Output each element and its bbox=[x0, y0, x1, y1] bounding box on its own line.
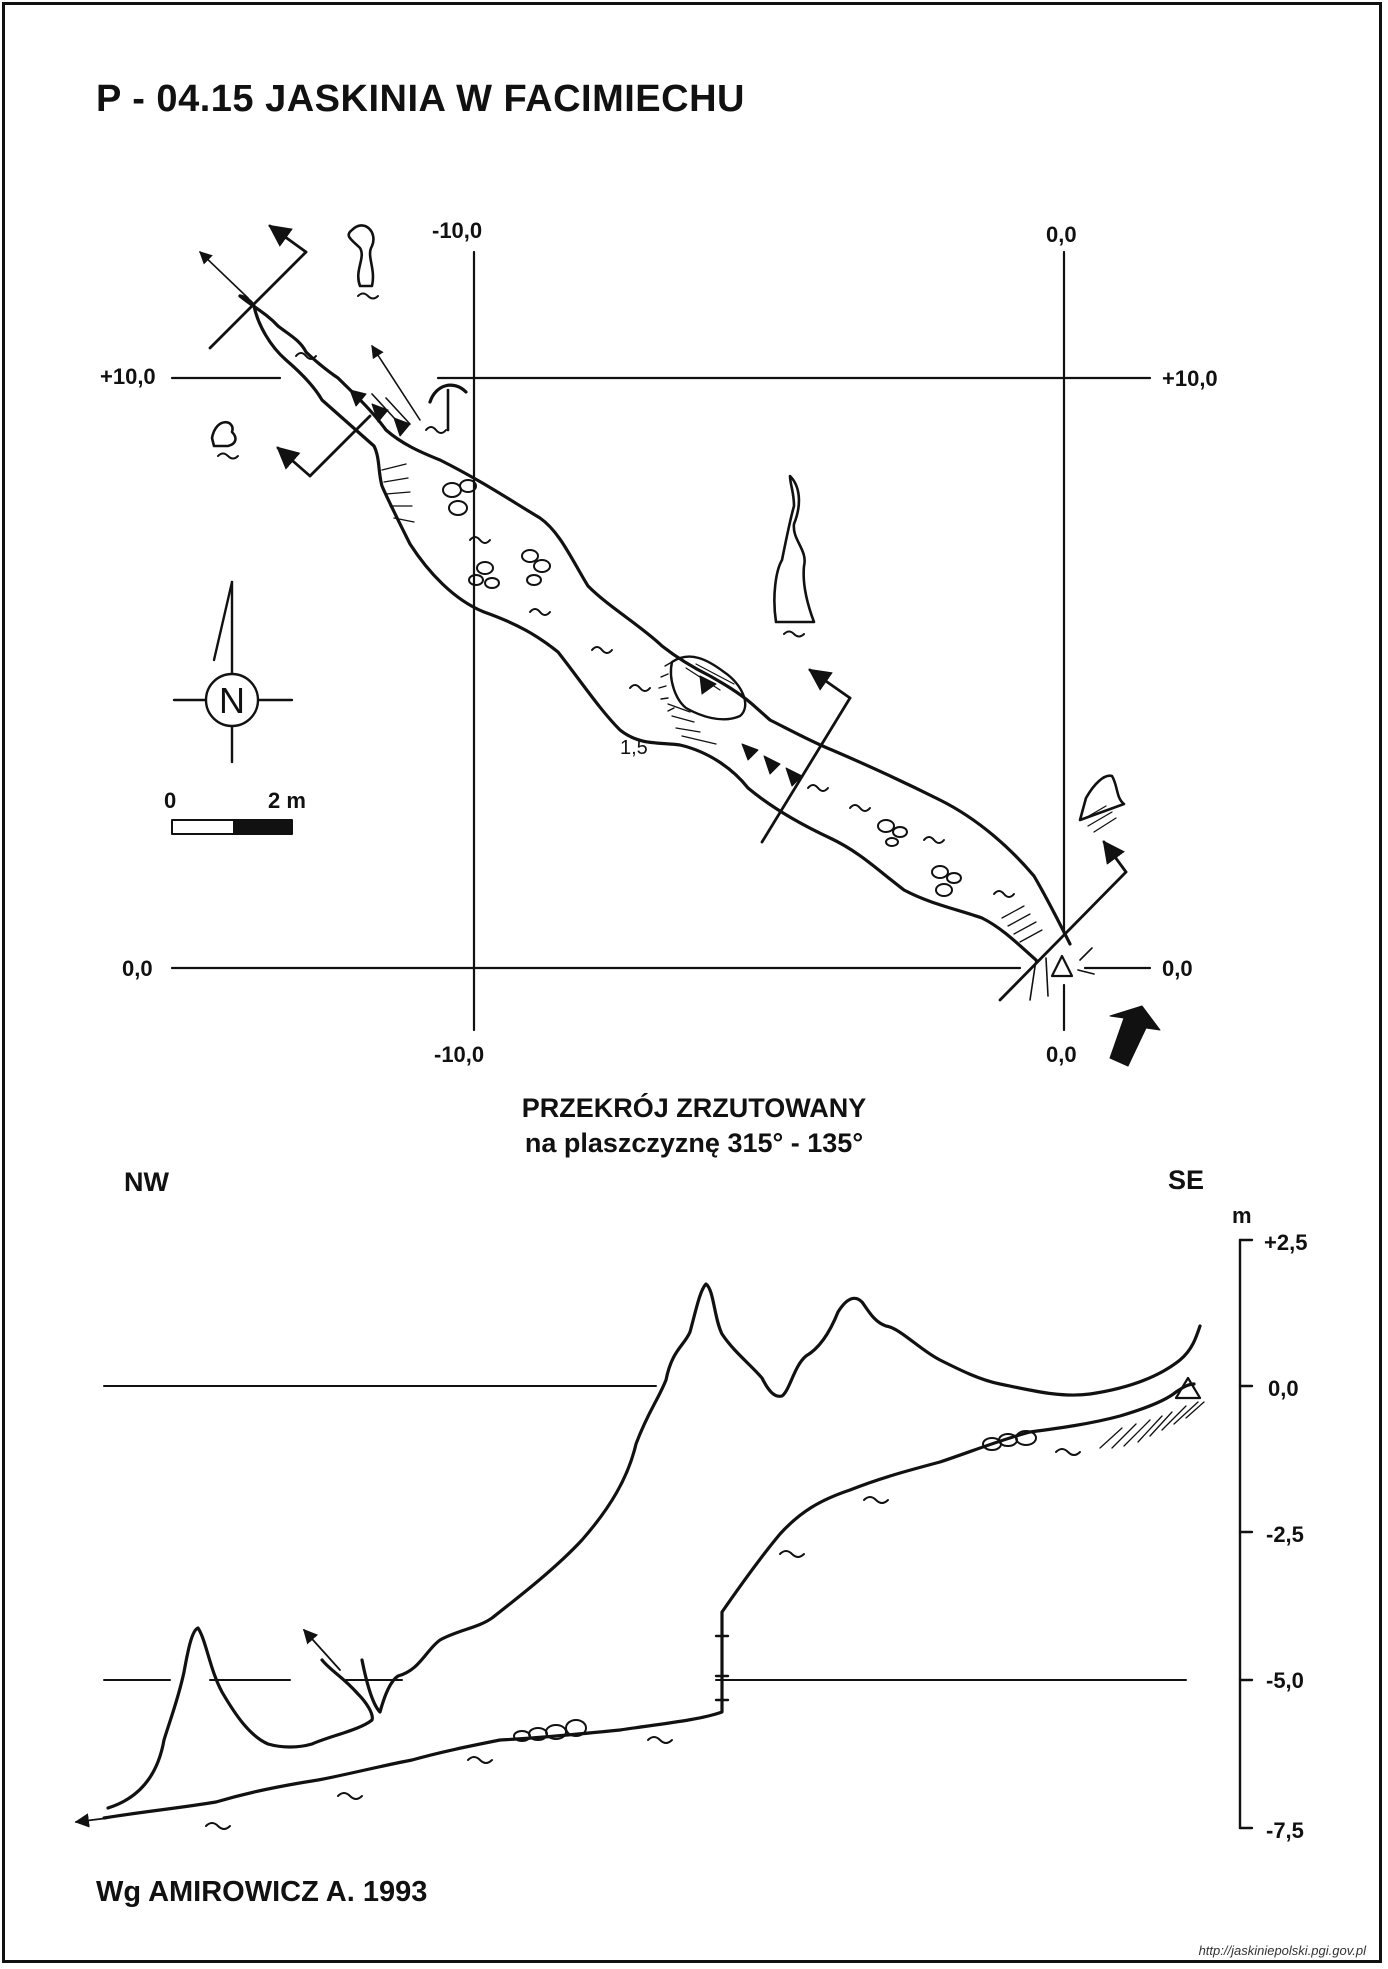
grid-label-right-lower: 0,0 bbox=[1162, 956, 1193, 981]
tick-label-0-0: 0,0 bbox=[1268, 1376, 1299, 1401]
plan-boulders bbox=[442, 479, 962, 897]
tick-label-plus-2-5: +2,5 bbox=[1264, 1230, 1308, 1255]
plan-sediment-marks bbox=[295, 352, 1015, 898]
direction-se: SE bbox=[1168, 1165, 1205, 1195]
section-floor bbox=[102, 1382, 1196, 1820]
plan-slope-triangles bbox=[349, 389, 803, 787]
grid-label-bottom-left: -10,0 bbox=[434, 1042, 485, 1067]
scale-label-start: 0 bbox=[164, 788, 177, 813]
section-sediment-marks bbox=[205, 1448, 1081, 1830]
plan-slope-hatching bbox=[381, 463, 1117, 943]
section-subtitle: na plaszczyznę 315° - 135° bbox=[524, 1128, 864, 1158]
plan-grid bbox=[170, 250, 1152, 1032]
scale-unit: m bbox=[1232, 1203, 1252, 1228]
section-entrance-triangle bbox=[1174, 1376, 1202, 1400]
scale-bar bbox=[171, 819, 293, 835]
source-url: http://jaskiniepolski.pgi.gov.pl bbox=[1198, 1943, 1366, 1958]
grid-label-left-lower: 0,0 bbox=[122, 956, 153, 981]
cave-title: P - 04.15 JASKINIA W FACIMIECHU bbox=[96, 78, 745, 120]
author-credit: Wg AMIROWICZ A. 1993 bbox=[96, 1876, 428, 1908]
section-slope-hatching bbox=[1099, 1401, 1205, 1449]
plan-section-markers bbox=[208, 224, 1128, 1002]
north-label: N bbox=[219, 680, 245, 721]
grid-label-left-upper: +10,0 bbox=[100, 364, 156, 389]
direction-nw: NW bbox=[124, 1167, 169, 1197]
tick-label-minus-7-5: -7,5 bbox=[1266, 1818, 1304, 1843]
height-label: 1,5 bbox=[620, 737, 648, 759]
section-drop-ticks bbox=[714, 1634, 730, 1702]
scale-label-end: 2 m bbox=[268, 788, 306, 813]
section-title: PRZEKRÓJ ZRZUTOWANY bbox=[521, 1093, 867, 1123]
tick-label-minus-2-5: -2,5 bbox=[1266, 1522, 1304, 1547]
grid-label-right-upper: +10,0 bbox=[1162, 366, 1218, 391]
section-roof bbox=[106, 1282, 1202, 1810]
grid-label-bottom-right: 0,0 bbox=[1046, 1042, 1077, 1067]
plan-entrance-triangle bbox=[1050, 954, 1074, 978]
section-continuation-arrows bbox=[74, 1628, 341, 1828]
section-datum-lines bbox=[103, 1385, 1187, 1681]
section-boulders bbox=[513, 1430, 1037, 1742]
plan-pit bbox=[658, 655, 747, 721]
grid-label-top-left: -10,0 bbox=[432, 218, 483, 243]
plan-overhang-arc bbox=[428, 383, 468, 404]
north-arrow-icon bbox=[172, 580, 294, 764]
plan-cross-sections bbox=[210, 224, 1126, 822]
grid-label-top-right: 0,0 bbox=[1046, 222, 1077, 247]
entrance-pointer-icon bbox=[1109, 1005, 1161, 1067]
section-vertical-scale bbox=[1238, 1238, 1254, 1830]
tick-label-minus-5-0: -5,0 bbox=[1266, 1668, 1304, 1693]
plan-continuation-arrows bbox=[199, 251, 1095, 1001]
